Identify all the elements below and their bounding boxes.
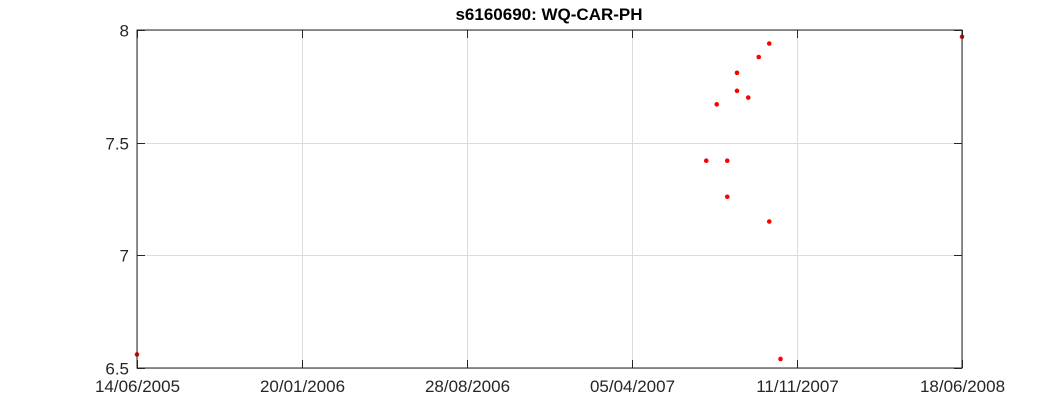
data-point (724, 158, 730, 163)
x-tick-label: 14/06/2005 (95, 377, 180, 396)
data-point (766, 219, 772, 224)
plot-area (137, 30, 962, 368)
data-point (756, 54, 762, 60)
data-point (734, 88, 740, 94)
chart-title: s6160690: WQ-CAR-PH (455, 5, 642, 24)
data-points (134, 34, 965, 362)
y-tick-label: 7 (120, 247, 129, 266)
x-tick-label: 11/11/2007 (756, 377, 839, 396)
data-point (766, 41, 772, 46)
data-point (714, 102, 720, 107)
plot-frame (136, 29, 963, 369)
data-point (724, 194, 730, 200)
x-tick-label: 18/06/2008 (920, 377, 1005, 396)
x-tick-label: 28/08/2006 (425, 377, 510, 396)
data-point (745, 95, 751, 100)
y-tick-label: 8 (120, 22, 129, 41)
y-tick-label: 6.5 (105, 360, 129, 379)
y-tick-label: 7.5 (105, 135, 129, 154)
x-tick-label: 20/01/2006 (260, 377, 345, 396)
y-axis: 6.5 7 7.5 8 (105, 22, 962, 379)
data-point (703, 158, 709, 163)
x-axis: 14/06/2005 20/01/2006 28/08/2006 05/04/2007… (95, 30, 1005, 396)
data-point (734, 70, 740, 76)
data-point (778, 356, 783, 362)
x-tick-label: 05/04/2007 (590, 377, 675, 396)
